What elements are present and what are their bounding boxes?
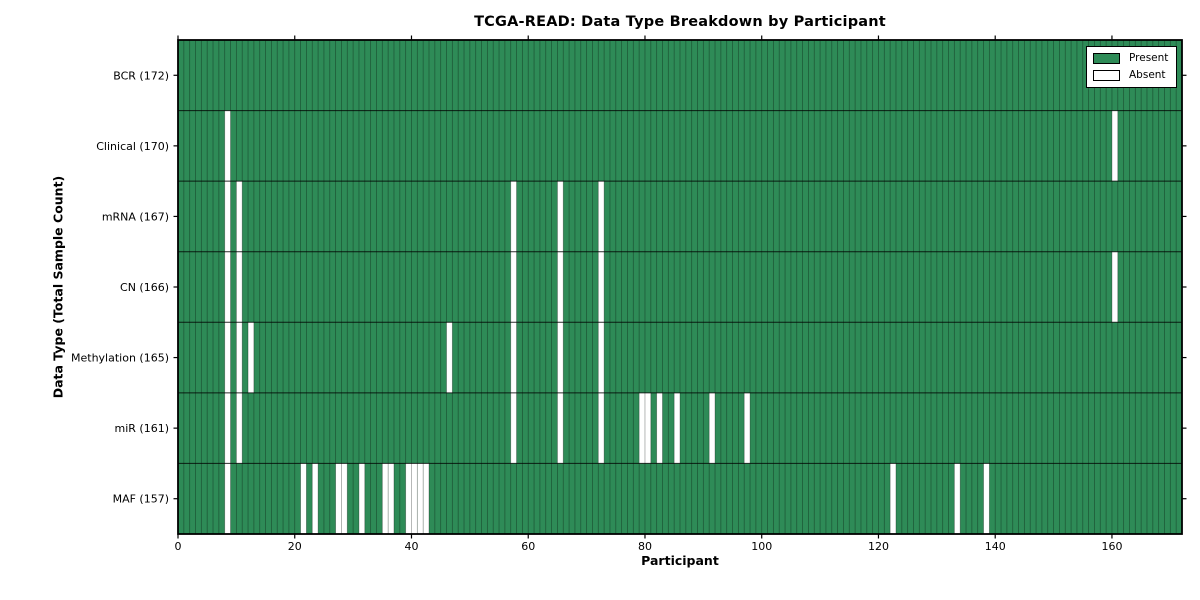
absent-cell <box>598 392 605 464</box>
x-tick-label: 160 <box>1101 540 1122 553</box>
absent-cell <box>557 392 564 464</box>
absent-cell <box>644 392 651 464</box>
x-tick-label: 80 <box>638 540 652 553</box>
absent-cell <box>405 463 412 534</box>
x-tick-label: 140 <box>985 540 1006 553</box>
absent-cell <box>224 322 231 393</box>
absent-cell <box>598 181 605 252</box>
y-tick-label: miR (161) <box>115 422 170 435</box>
y-tick-label: BCR (172) <box>113 69 169 82</box>
cell-grid-lines <box>177 40 1183 534</box>
absent-cell <box>388 463 394 534</box>
absent-cell <box>598 251 605 323</box>
x-tick-label: 100 <box>751 540 772 553</box>
y-tick-label: Clinical (170) <box>96 140 169 153</box>
absent-cell <box>341 463 348 534</box>
absent-cell <box>224 251 231 323</box>
absent-cell <box>358 463 365 534</box>
legend-present-swatch <box>1093 53 1120 64</box>
absent-cell <box>557 322 564 393</box>
y-tick-label: CN (166) <box>120 281 169 294</box>
absent-cell <box>236 322 243 393</box>
legend-item-present: Present <box>1093 52 1168 65</box>
legend-present-label: Present <box>1129 52 1169 64</box>
absent-cell <box>335 463 342 534</box>
y-axis-tick-labels: BCR (172) Clinical (170) mRNA (167) CN (166… <box>71 69 169 505</box>
absent-cell <box>224 463 231 534</box>
absent-cell <box>510 392 517 464</box>
absent-cell <box>312 463 319 534</box>
absent-cell <box>709 392 716 464</box>
absent-cell <box>656 392 663 464</box>
absent-cell <box>510 322 517 393</box>
absent-cell <box>557 181 564 252</box>
row-divider-lines <box>178 110 1182 464</box>
x-tick-label: 20 <box>288 540 302 553</box>
absent-cell <box>890 463 896 534</box>
absent-cell <box>446 322 453 393</box>
absent-cell <box>983 463 990 534</box>
absent-cell <box>510 251 517 323</box>
x-tick-label: 120 <box>868 540 889 553</box>
legend-item-absent: Absent <box>1093 69 1168 82</box>
absent-cell <box>224 392 231 464</box>
absent-cell <box>639 392 645 464</box>
absent-cell <box>300 463 307 534</box>
absent-cell <box>1111 251 1118 323</box>
legend-absent-swatch <box>1093 70 1120 81</box>
absent-cell <box>598 322 605 393</box>
absent-cell <box>744 392 751 464</box>
x-tick-label: 60 <box>521 540 535 553</box>
x-tick-label: 40 <box>404 540 418 553</box>
legend: Present Absent <box>1086 46 1178 88</box>
absent-cell <box>417 463 424 534</box>
absent-cell <box>411 463 418 534</box>
x-axis-tick-labels: 0 20 40 60 80 100 120 140 160 <box>175 540 1123 553</box>
absent-cell <box>510 181 517 252</box>
absent-cell <box>1111 110 1118 182</box>
absent-cell <box>954 463 961 534</box>
absent-cell <box>382 463 389 534</box>
absent-cell <box>248 322 254 393</box>
absent-cell <box>423 463 429 534</box>
absent-cell <box>224 181 231 252</box>
y-tick-label: MAF (157) <box>113 493 169 506</box>
legend-absent-label: Absent <box>1129 69 1166 81</box>
absent-cell <box>557 251 564 323</box>
absent-cell <box>224 110 231 182</box>
absent-cells <box>224 110 1118 534</box>
y-tick-label: Methylation (165) <box>71 352 169 365</box>
absent-cell <box>236 181 243 252</box>
x-tick-label: 0 <box>175 540 182 553</box>
chart-title: TCGA-READ: Data Type Breakdown by Partic… <box>474 14 886 30</box>
y-axis-ticks <box>173 74 1187 500</box>
absent-cell <box>236 392 243 464</box>
x-axis-label: Participant <box>641 553 719 568</box>
x-axis-ticks <box>177 35 1113 539</box>
absent-cell <box>674 392 680 464</box>
absent-cell <box>236 251 243 323</box>
y-tick-label: mRNA (167) <box>102 210 169 223</box>
